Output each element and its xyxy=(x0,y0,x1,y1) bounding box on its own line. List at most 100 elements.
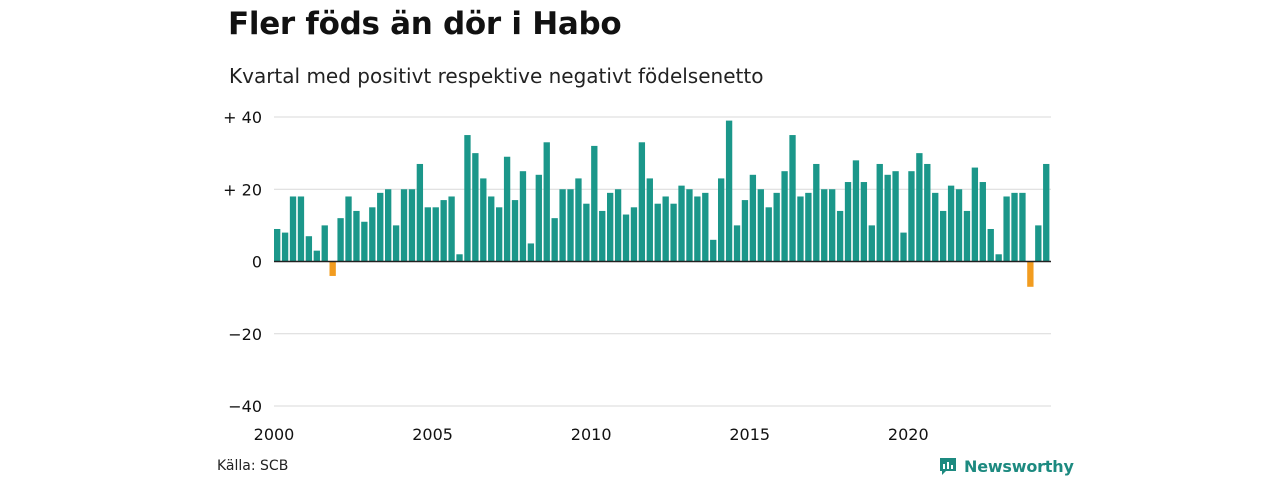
bar xyxy=(543,142,550,262)
y-tick-label: + 20 xyxy=(223,180,262,199)
bar xyxy=(305,236,313,262)
bar xyxy=(789,135,796,262)
bar xyxy=(670,203,677,262)
bar xyxy=(274,228,281,262)
source-note: Källa: SCB xyxy=(217,458,289,474)
y-tick-label: −20 xyxy=(228,325,262,344)
bar xyxy=(464,135,471,262)
bar xyxy=(1019,192,1026,262)
bar xyxy=(297,196,305,262)
bar xyxy=(575,178,582,262)
bar xyxy=(369,207,376,262)
bar xyxy=(678,185,685,262)
brand-name: Newsworthy xyxy=(964,456,1074,476)
bar xyxy=(1043,163,1050,262)
y-tick-label: −40 xyxy=(228,397,262,416)
y-tick-label: + 40 xyxy=(223,108,262,127)
chart-title: Fler föds än dör i Habo xyxy=(228,6,622,42)
bar xyxy=(353,210,360,262)
bar xyxy=(995,254,1002,262)
bar xyxy=(345,196,352,262)
bar xyxy=(456,254,463,262)
bar xyxy=(757,189,764,262)
bar xyxy=(1035,225,1042,262)
bar xyxy=(662,196,669,262)
bar xyxy=(583,203,590,262)
bar xyxy=(599,210,606,262)
x-tick-label: 2020 xyxy=(888,425,929,444)
bar xyxy=(884,174,891,262)
bar xyxy=(289,196,297,262)
bar xyxy=(924,163,931,262)
bar xyxy=(686,189,693,262)
bar xyxy=(416,163,424,262)
bar xyxy=(377,192,384,262)
bar xyxy=(1011,192,1018,262)
bar xyxy=(979,182,986,262)
x-tick-label: 2005 xyxy=(412,425,453,444)
bar xyxy=(654,203,661,262)
bar xyxy=(781,171,788,262)
bar xyxy=(836,210,844,262)
bar xyxy=(559,189,566,262)
y-axis: + 40 + 20 0 −20 −40 xyxy=(223,108,262,416)
bar xyxy=(551,218,558,262)
bar xyxy=(805,192,812,262)
bar xyxy=(329,261,336,276)
bar xyxy=(900,232,907,262)
bar xyxy=(868,225,875,262)
bar xyxy=(987,228,994,262)
chart-subtitle: Kvartal med positivt respektive negativt… xyxy=(229,64,764,88)
bar xyxy=(496,207,503,262)
bar xyxy=(503,156,511,262)
newsworthy-logo-icon xyxy=(940,458,956,475)
x-tick-label: 2000 xyxy=(254,425,295,444)
bar xyxy=(963,210,971,262)
bar xyxy=(749,174,757,262)
bar xyxy=(281,232,289,262)
bar xyxy=(392,225,400,262)
bar xyxy=(955,189,963,262)
bar xyxy=(765,207,772,262)
x-tick-label: 2010 xyxy=(571,425,612,444)
bar xyxy=(614,189,622,262)
bar xyxy=(337,218,344,262)
bar xyxy=(916,153,923,262)
bar xyxy=(408,189,416,262)
newsworthy-logo: Newsworthy xyxy=(938,456,1074,476)
x-tick-label: 2015 xyxy=(729,425,770,444)
bar xyxy=(1003,196,1010,262)
bar xyxy=(527,243,535,262)
bar xyxy=(733,225,741,262)
bar xyxy=(947,185,955,262)
bar xyxy=(511,200,519,262)
bar xyxy=(1027,261,1034,287)
bar xyxy=(725,120,733,262)
bar xyxy=(567,189,574,262)
bar xyxy=(892,171,899,262)
bar xyxy=(480,178,487,262)
bar xyxy=(852,160,860,262)
bar xyxy=(773,192,780,262)
bar xyxy=(971,167,979,262)
bar xyxy=(519,171,527,262)
bar xyxy=(361,221,368,262)
bar xyxy=(797,196,804,262)
bar xyxy=(694,196,701,262)
bar xyxy=(440,200,447,262)
bar xyxy=(638,142,646,262)
bar xyxy=(876,163,883,262)
bar xyxy=(813,163,820,262)
x-axis: 2000 2005 2010 2015 2020 xyxy=(254,425,929,444)
bar xyxy=(472,153,479,262)
bar xyxy=(821,189,828,262)
bar xyxy=(702,192,709,262)
bar xyxy=(535,174,542,262)
bar xyxy=(646,178,653,262)
bar xyxy=(321,225,328,262)
bar xyxy=(718,178,725,262)
bar xyxy=(607,192,614,262)
bar xyxy=(424,207,431,262)
bar xyxy=(829,189,836,262)
y-tick-label: 0 xyxy=(252,253,262,272)
